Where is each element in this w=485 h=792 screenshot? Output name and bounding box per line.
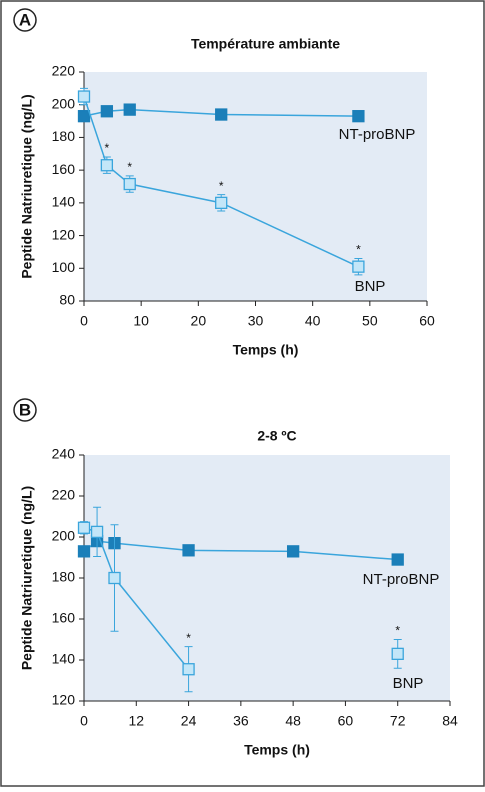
x-axis-title: Temps (h) bbox=[244, 742, 310, 758]
x-tick-label: 50 bbox=[362, 313, 378, 329]
significance-mark: * bbox=[356, 243, 361, 257]
y-tick-label: 140 bbox=[52, 651, 76, 667]
y-tick-label: 140 bbox=[52, 194, 76, 210]
panel-badge bbox=[13, 8, 37, 32]
x-tick-label: 0 bbox=[80, 713, 88, 729]
x-tick-label: 30 bbox=[248, 313, 264, 329]
y-tick-label: 180 bbox=[52, 569, 76, 585]
chart-title: Température ambiante bbox=[191, 36, 340, 52]
y-tick-label: 180 bbox=[52, 128, 76, 144]
significance-mark: * bbox=[127, 160, 132, 174]
marker bbox=[391, 647, 404, 660]
significance-mark: * bbox=[219, 179, 224, 193]
plot-area bbox=[84, 455, 450, 701]
y-tick-label: 80 bbox=[59, 292, 75, 308]
x-tick-label: 20 bbox=[191, 313, 207, 329]
x-tick-label: 40 bbox=[305, 313, 321, 329]
y-tick-label: 100 bbox=[52, 259, 76, 275]
marker bbox=[123, 103, 136, 116]
significance-mark: * bbox=[395, 624, 400, 638]
y-tick-label: 160 bbox=[52, 161, 76, 177]
y-axis-title: Peptide Natriuretique (ng/L) bbox=[19, 94, 35, 278]
marker bbox=[215, 108, 228, 121]
marker bbox=[77, 521, 91, 534]
panel-letter: B bbox=[19, 400, 31, 419]
marker bbox=[77, 110, 91, 123]
x-tick-label: 48 bbox=[285, 713, 301, 729]
marker bbox=[286, 545, 300, 558]
x-tick-label: 72 bbox=[390, 713, 406, 729]
marker bbox=[90, 525, 104, 539]
y-tick-label: 120 bbox=[52, 692, 76, 708]
y-tick-label: 220 bbox=[52, 487, 76, 503]
panel-badge bbox=[13, 398, 37, 422]
marker bbox=[182, 663, 195, 676]
marker bbox=[123, 177, 136, 191]
y-tick-label: 160 bbox=[52, 610, 76, 626]
marker bbox=[352, 260, 365, 273]
y-tick-label: 240 bbox=[52, 446, 76, 462]
y-tick-label: 120 bbox=[52, 226, 76, 242]
y-axis-title: Peptide Natriuretique (ng/L) bbox=[19, 486, 35, 670]
x-tick-label: 36 bbox=[233, 713, 249, 729]
y-tick-label: 200 bbox=[52, 95, 76, 111]
marker bbox=[77, 545, 91, 558]
x-tick-label: 0 bbox=[80, 313, 88, 329]
x-tick-label: 60 bbox=[338, 713, 354, 729]
x-tick-label: 84 bbox=[442, 713, 458, 729]
marker bbox=[77, 90, 91, 103]
x-tick-label: 10 bbox=[133, 313, 149, 329]
legend-label: BNP bbox=[393, 675, 424, 692]
x-tick-label: 60 bbox=[419, 313, 435, 329]
x-axis-title: Temps (h) bbox=[233, 342, 299, 358]
significance-mark: * bbox=[186, 631, 191, 645]
x-tick-label: 12 bbox=[128, 713, 144, 729]
legend-label: NT-proBNP bbox=[363, 571, 440, 588]
x-tick-label: 24 bbox=[181, 713, 197, 729]
y-tick-label: 220 bbox=[52, 63, 76, 79]
legend-label: NT-proBNP bbox=[339, 126, 416, 143]
marker bbox=[100, 159, 114, 172]
marker bbox=[108, 571, 121, 585]
chart-title: 2-8 ºC bbox=[257, 428, 296, 444]
significance-mark: * bbox=[105, 141, 110, 155]
marker bbox=[215, 196, 228, 210]
panel-letter: A bbox=[19, 10, 31, 29]
marker bbox=[182, 544, 195, 557]
legend-label: BNP bbox=[355, 278, 386, 295]
marker bbox=[352, 110, 365, 123]
marker bbox=[100, 105, 114, 118]
y-tick-label: 200 bbox=[52, 528, 76, 544]
marker bbox=[391, 553, 404, 566]
